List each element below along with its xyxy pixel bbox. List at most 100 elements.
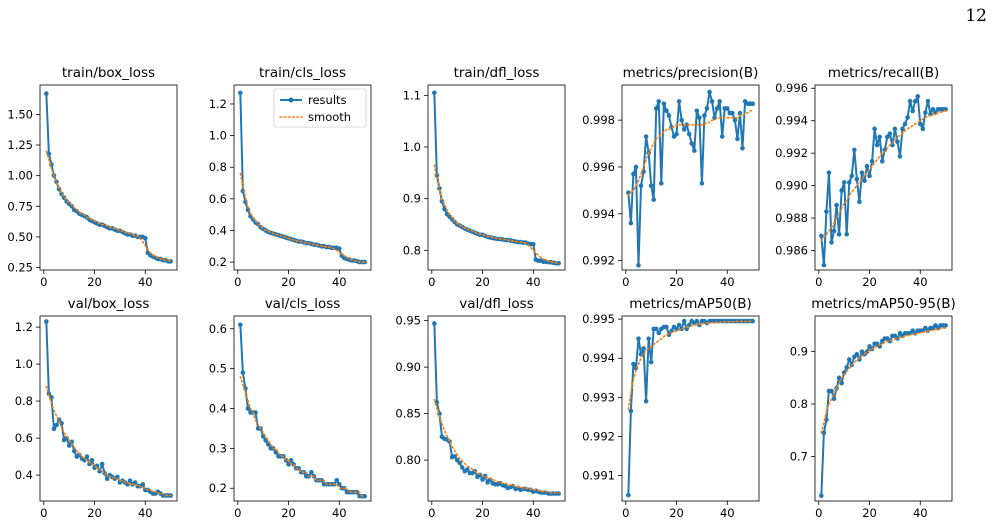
data-point [253, 410, 258, 415]
data-point [732, 117, 738, 123]
data-point [692, 148, 697, 153]
y-tick-label: 0.8 [209, 160, 227, 174]
axes-frame [427, 84, 566, 271]
chart-title: metrics/recall(B) [828, 65, 940, 81]
data-point [831, 396, 837, 402]
y-tick-label: 0.95 [395, 314, 421, 328]
data-point [872, 126, 877, 132]
chart-title: val/cls_loss [265, 296, 341, 312]
y-tick-label: 0.6 [209, 322, 227, 336]
series-line-smooth [433, 398, 560, 494]
data-point [857, 199, 862, 205]
data-point [902, 121, 908, 127]
chart-title: metrics/precision(B) [623, 65, 759, 81]
chart-title: metrics/mAP50(B) [629, 296, 752, 312]
y-tick-label: 1.25 [7, 138, 33, 152]
data-point [459, 465, 465, 470]
data-point [694, 318, 700, 324]
data-point [656, 99, 662, 104]
series-line-smooth [820, 110, 947, 242]
x-tick-label: 20 [669, 506, 684, 520]
data-point [628, 220, 634, 226]
y-tick-label: 0.8 [790, 397, 808, 411]
data-point [309, 469, 314, 475]
data-point [821, 262, 827, 268]
series-line-smooth [627, 109, 754, 196]
y-tick-label: 0.5 [209, 362, 227, 376]
chart-title: train/cls_loss [259, 65, 346, 81]
x-tick-label: 40 [138, 506, 153, 520]
data-point [69, 203, 75, 209]
data-point [432, 321, 437, 326]
data-point [841, 180, 847, 185]
chart-metrics-recall-b: metrics/recall(B) 0 20 40 0.986 0.988 0.990 0.9… [775, 65, 953, 289]
series-line-results [820, 324, 946, 496]
data-point [653, 106, 659, 111]
data-point [925, 98, 931, 104]
data-point [819, 493, 824, 499]
data-point [44, 319, 49, 324]
x-tick-label: 20 [281, 275, 296, 289]
series-line-results [433, 323, 559, 495]
y-tick-label: 0.7 [790, 449, 808, 463]
series-line-results [820, 95, 946, 267]
data-point [821, 430, 827, 436]
data-point [686, 131, 692, 137]
data-point [681, 318, 687, 324]
data-point [89, 458, 95, 463]
y-tick-label: 0.3 [209, 441, 227, 455]
series-line-results [45, 93, 171, 263]
data-point [702, 113, 707, 118]
data-point [362, 493, 367, 499]
data-point [912, 98, 918, 104]
data-point [864, 163, 870, 169]
data-point [867, 173, 872, 179]
data-point [643, 398, 649, 404]
data-point [879, 158, 885, 164]
y-tick-label: 0.8 [403, 243, 421, 257]
data-point [846, 357, 852, 362]
chart-title: val/box_loss [68, 296, 150, 312]
data-point [84, 454, 90, 459]
y-tick-label: 0.8 [15, 394, 33, 408]
data-point [750, 318, 755, 324]
data-point [907, 98, 913, 104]
data-point [556, 260, 561, 266]
y-tick-label: 0.6 [209, 192, 227, 206]
x-tick-label: 20 [862, 506, 877, 520]
data-point [890, 142, 895, 148]
legend-marker-results [288, 97, 294, 103]
y-tick-label: 0.6 [15, 431, 33, 445]
data-point [480, 477, 485, 482]
series-line-smooth [239, 375, 366, 498]
data-point [824, 209, 829, 214]
data-point [834, 202, 839, 208]
y-tick-label: 1.00 [7, 169, 33, 183]
data-point [844, 365, 850, 370]
x-tick-label: 20 [862, 275, 877, 289]
data-point [104, 476, 110, 482]
y-tick-label: 0.996 [775, 81, 808, 95]
data-point [844, 232, 850, 237]
y-tick-label: 0.50 [7, 230, 33, 244]
data-point [923, 110, 928, 115]
data-point [829, 240, 834, 245]
y-tick-label: 0.995 [582, 312, 615, 326]
data-point [862, 178, 867, 184]
data-point [920, 126, 926, 132]
y-tick-label: 0.75 [7, 199, 33, 213]
data-point [849, 173, 855, 179]
data-point [99, 461, 105, 467]
x-tick-label: 0 [622, 275, 629, 289]
y-tick-label: 0.994 [582, 351, 615, 365]
data-point [915, 94, 921, 99]
chart-train-dfl-loss: train/dfl_loss 0 20 40 0.8 0.9 1.0 1.1 [403, 65, 566, 289]
x-tick-label: 0 [622, 506, 629, 520]
y-tick-label: 0.9 [790, 345, 808, 359]
data-point [54, 422, 59, 428]
data-point [51, 426, 57, 432]
data-point [626, 492, 631, 498]
data-point [689, 141, 695, 146]
series-line-results [627, 320, 753, 496]
